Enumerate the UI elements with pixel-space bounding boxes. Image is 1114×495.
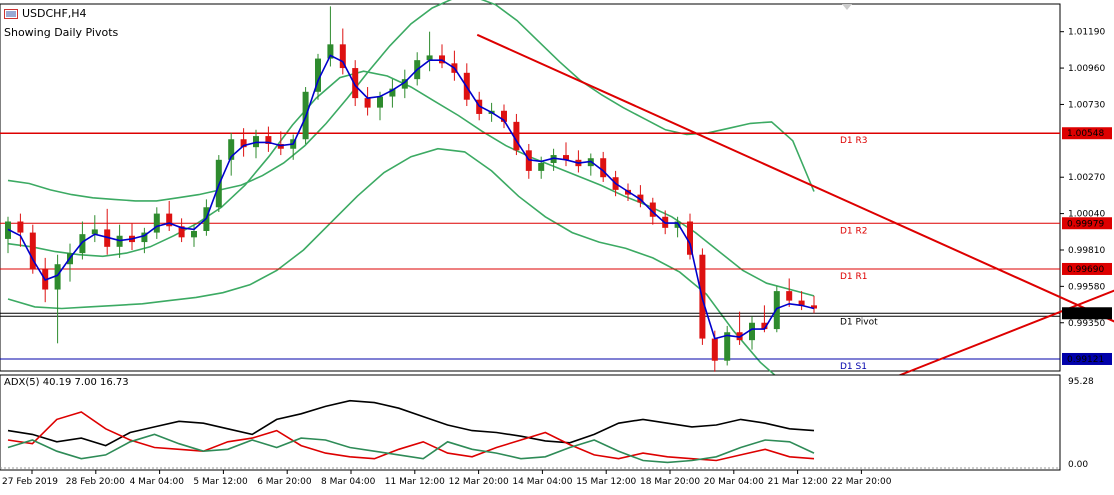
pivot-level-label: D1 R3 [840,136,868,146]
time-axis-label: 21 Mar 12:00 [768,477,828,487]
indicator-scale-bottom: 0.00 [1068,460,1088,470]
time-axis-label: 28 Feb 20:00 [66,477,125,487]
price-tag-label: 0.99121 [1067,355,1104,365]
moving-average-line [7,54,815,340]
price-tick-label: 1.00960 [1068,64,1105,74]
pivot-note: Showing Daily Pivots [4,26,119,39]
candle-body [811,305,817,309]
candle-body [141,232,148,243]
axes: 1.01190 1.00960 1.00730 1.00270 1.00040 0.998… [2,28,1112,487]
candle-body [563,155,569,160]
time-axis-label: 18 Mar 20:00 [640,477,700,487]
price-tag-label: 1.00548 [1067,129,1104,139]
candle-body [91,229,98,235]
price-tag [1062,127,1112,140]
pivot-level-label: D1 R1 [840,272,868,282]
candle-body [153,213,160,233]
candle-body [228,139,235,160]
candle-body [426,55,433,61]
pivot-level-label: D1 S1 [840,362,867,372]
indicator-scale-top: 95.28 [1068,377,1094,387]
price-tick-label: 1.00040 [1068,210,1105,220]
trendline [891,289,1114,380]
candle-body [54,264,61,290]
time-axis-label: 6 Mar 20:00 [257,477,312,487]
adx-line [7,399,815,447]
candle-body [439,55,445,64]
price-tag [1062,262,1112,275]
candle-body [600,158,607,178]
candle-body [674,221,681,228]
candle-body [191,231,197,238]
candle-body [711,338,718,361]
candle-body [687,221,693,255]
price-tag [1062,217,1112,230]
time-axis-label: 15 Mar 12:00 [576,477,636,487]
candle-body [166,213,173,227]
price-tag-label: 0.99979 [1067,219,1104,229]
price-panel: D1 R3 D1 R2 D1 R1 D1 Pivot D1 S1 [0,0,1114,403]
candle-body [538,162,545,171]
candle-body [401,79,408,89]
candle-body [749,322,755,341]
price-tick-label: 0.99810 [1068,246,1105,256]
price-tick-label: 0.99580 [1068,282,1105,292]
candle-body [389,88,396,97]
candle-body [265,136,272,144]
adx-line [7,411,815,462]
time-axis-label: 22 Mar 20:00 [831,477,891,487]
pivot-level-label: D1 Pivot [840,317,878,327]
candle-body [513,121,520,151]
candle-body [501,110,507,122]
shift-marker-icon [842,4,852,10]
indicator-panel-frame [0,374,1061,471]
price-tick-label: 1.01190 [1068,28,1105,38]
candle-body [377,96,383,108]
candle-body [724,332,731,361]
indicator-label: ADX(5) 40.19 7.00 16.73 [4,377,129,388]
symbol-header: USDCHF,H4 [4,7,87,20]
candle-body [327,44,334,59]
adx-line [7,433,815,464]
time-axis-label: 11 Mar 12:00 [385,477,445,487]
candle-body [352,68,359,99]
candle-body [79,234,86,254]
indicator-panel [0,374,1061,471]
price-tag-label: 0.99410 [1067,309,1104,319]
candle-body [649,202,656,217]
price-tag [1062,307,1112,320]
price-tag-label: 0.99690 [1067,265,1104,275]
candle-body [240,139,247,148]
price-panel-frame [0,3,1061,372]
candle-body [525,150,532,171]
pivot-level-label: D1 R2 [840,226,868,236]
price-tick-label: 0.99350 [1068,319,1105,329]
candle-body [178,226,185,238]
candle-body [17,221,24,233]
price-tag [1062,352,1112,365]
time-axis-label: 20 Mar 04:00 [704,477,764,487]
candle-body [786,291,793,301]
time-axis-label: 8 Mar 04:00 [321,477,376,487]
time-axis-label: 12 Mar 20:00 [449,477,509,487]
candle-body [761,322,768,330]
candle-body [315,58,321,92]
candle-body [339,44,346,69]
symbol-title: USDCHF,H4 [22,7,87,20]
time-axis-label: 5 Mar 12:00 [193,477,248,487]
candle-body [798,300,805,306]
time-axis-label: 27 Feb 2019 [2,477,58,487]
time-axis-label: 4 Mar 04:00 [130,477,185,487]
chart-window-icon [4,8,18,19]
candle-body [29,232,36,269]
candle-body [773,291,780,330]
price-tick-label: 1.00270 [1068,173,1105,183]
time-axis-label: 14 Mar 04:00 [512,477,572,487]
bollinger-lower-line [7,147,815,403]
price-tick-label: 1.00730 [1068,100,1105,110]
candle-body [364,98,371,108]
